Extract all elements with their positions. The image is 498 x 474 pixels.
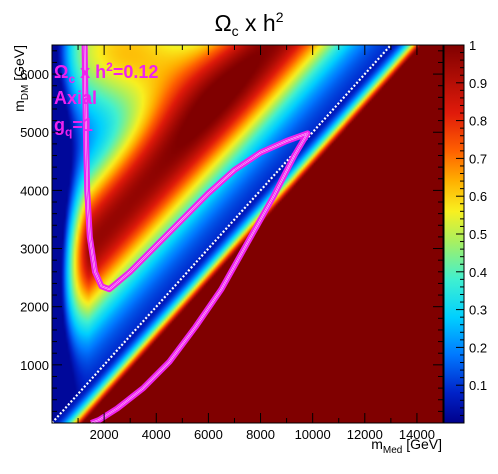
x-tick-label: 6000 bbox=[194, 427, 223, 442]
x-tick-label: 14000 bbox=[399, 427, 435, 442]
z-tick-label: 0.3 bbox=[469, 303, 487, 318]
y-tick-label: 4000 bbox=[20, 183, 49, 198]
z-tick-label: 1 bbox=[469, 38, 476, 53]
y-tick-label: 1000 bbox=[20, 358, 49, 373]
x-axis-title: mMed [GeV] bbox=[371, 436, 442, 456]
z-tick-label: 0.1 bbox=[469, 378, 487, 393]
relic-contour-core bbox=[84, 45, 308, 423]
z-tick-label: 0.7 bbox=[469, 151, 487, 166]
diagonal-line bbox=[52, 45, 393, 423]
x-tick-label: 2000 bbox=[90, 427, 119, 442]
y-tick-label: 5000 bbox=[20, 125, 49, 140]
y-axis-title: mDM [GeV] bbox=[11, 45, 31, 112]
y-tick-label: 2000 bbox=[20, 300, 49, 315]
annotation-coupling-type: Axial bbox=[54, 88, 97, 108]
plot-area: 2000 4000 6000 8000 10000 12000 14000 1000 2000… bbox=[20, 44, 444, 442]
color-scale-ticks: 0.1 0.2 0.3 0.4 0.5 0.6 0.7 0.8 0.9 1 bbox=[456, 38, 487, 416]
z-tick-label: 0.9 bbox=[469, 76, 487, 91]
color-scale: 0.1 0.2 0.3 0.4 0.5 0.6 0.7 0.8 0.9 1 bbox=[443, 38, 487, 424]
y-tick-label: 6000 bbox=[20, 67, 49, 82]
x-tick-label: 10000 bbox=[295, 427, 331, 442]
y-tick-label: 3000 bbox=[20, 242, 49, 257]
z-tick-label: 0.5 bbox=[469, 227, 487, 242]
z-tick-label: 0.4 bbox=[469, 265, 487, 280]
y-axis-ticks: 1000 2000 3000 4000 5000 6000 bbox=[20, 50, 443, 412]
annotation-block: Ωc x h2=0.12 Axial gq=1 bbox=[54, 60, 158, 139]
x-axis-ticks: 2000 4000 6000 8000 10000 12000 14000 bbox=[77, 45, 435, 442]
plot-frame bbox=[51, 44, 444, 424]
x-tick-label: 4000 bbox=[142, 427, 171, 442]
x-tick-label: 8000 bbox=[246, 427, 275, 442]
annotation-relic-density: Ωc x h2=0.12 bbox=[54, 60, 158, 86]
z-tick-label: 0.2 bbox=[469, 340, 487, 355]
annotation-quark-coupling: gq=1 bbox=[54, 115, 93, 139]
x-tick-label: 12000 bbox=[347, 427, 383, 442]
chart-title: Ωc x h2 bbox=[214, 9, 283, 39]
z-tick-label: 0.6 bbox=[469, 189, 487, 204]
heatmap-image bbox=[52, 45, 443, 423]
z-tick-label: 0.8 bbox=[469, 114, 487, 129]
